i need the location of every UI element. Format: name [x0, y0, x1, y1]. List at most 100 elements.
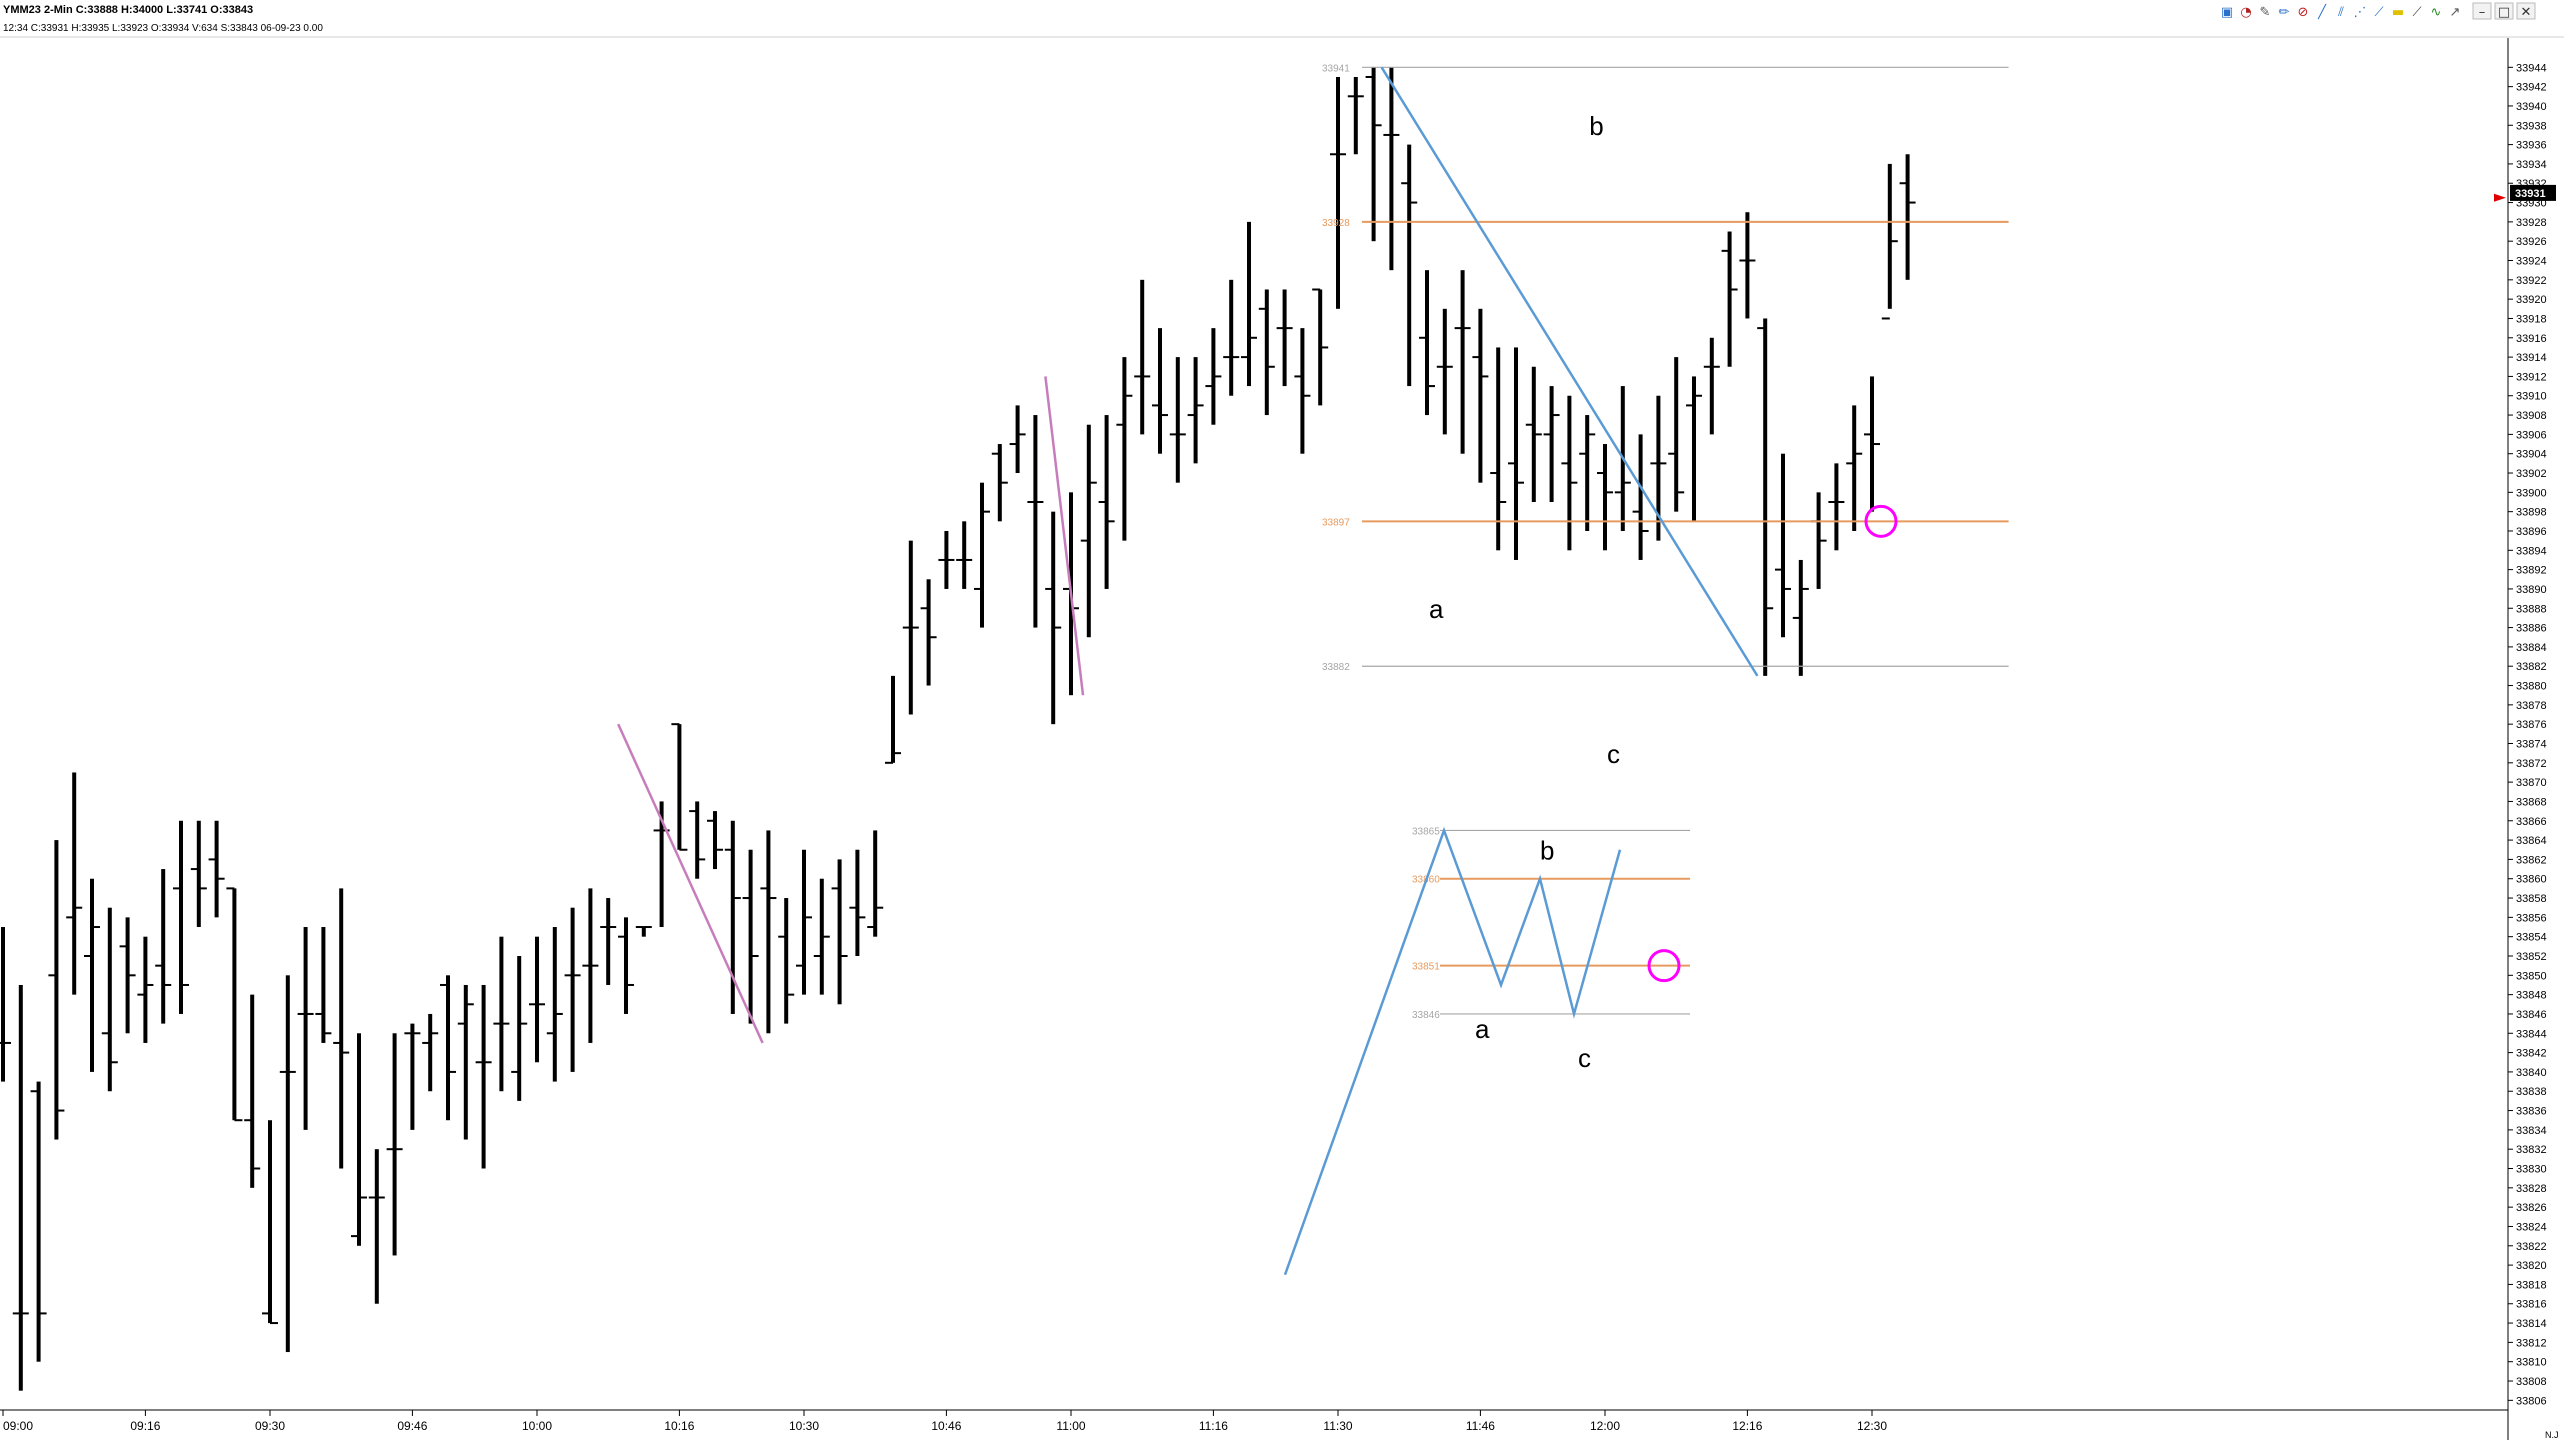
- window-button-frame: [2516, 2, 2536, 20]
- toolbar-pencil-icon[interactable]: ✏: [2279, 5, 2290, 20]
- ohlc-bar: [1152, 328, 1168, 454]
- bar-range: [1905, 154, 1910, 280]
- schematic-label-b: b: [1540, 835, 1554, 865]
- ohlc-bar: [1312, 288, 1329, 406]
- ohlc-bar: [671, 723, 688, 851]
- bar-range: [72, 772, 77, 995]
- toolbar-zigzag-icon[interactable]: ∿: [2431, 5, 2442, 20]
- bar-range: [891, 675, 895, 763]
- bar-range: [1496, 347, 1501, 551]
- arrow-icon[interactable]: ↗: [2450, 5, 2461, 20]
- ohlc-bar: [1223, 279, 1240, 396]
- bar-range: [1727, 231, 1732, 367]
- ohlc-bar: [386, 1033, 403, 1256]
- ohlc-bar: [351, 1033, 367, 1246]
- window-button-frame: [2472, 2, 2492, 20]
- data-series-icon[interactable]: ▣: [2221, 5, 2233, 20]
- y-tick-label: 33904: [2516, 449, 2547, 461]
- y-tick-label: 33816: [2516, 1299, 2547, 1311]
- ohlc-bar: [12, 984, 29, 1391]
- ohlc-bar: [457, 984, 474, 1140]
- bar-range: [535, 936, 539, 1063]
- maximize-icon[interactable]: □: [2498, 5, 2510, 20]
- ohlc-bar: [1597, 444, 1613, 551]
- schematic-label-a: a: [1475, 1014, 1490, 1044]
- marker-icon[interactable]: ▬: [2392, 5, 2404, 20]
- y-tick-label: 33924: [2516, 256, 2547, 268]
- y-tick-label: 33926: [2516, 236, 2547, 248]
- ohlc-bar: [1009, 405, 1026, 474]
- fan-tool-icon[interactable]: ⋰: [2354, 5, 2367, 20]
- zigzag-icon[interactable]: ∿: [2431, 5, 2442, 20]
- toolbar-maximize-icon[interactable]: □: [2494, 2, 2514, 20]
- toolbar-line-tool-icon[interactable]: ╱: [2317, 3, 2327, 20]
- y-tick-label: 33896: [2516, 526, 2547, 538]
- y-tick-label: 33824: [2516, 1221, 2547, 1233]
- ohlc-bar: [1579, 415, 1596, 531]
- level-label: 33897: [1322, 517, 1350, 528]
- y-tick-label: 33838: [2516, 1086, 2547, 1098]
- pencil-icon[interactable]: ✏: [2279, 5, 2290, 20]
- y-tick-label: 33914: [2516, 352, 2547, 364]
- toolbar-abc-pattern-icon[interactable]: ⟋: [2412, 5, 2422, 20]
- toolbar-minimize-icon[interactable]: –: [2472, 2, 2492, 20]
- bar-range: [1264, 289, 1269, 416]
- no-entry-icon[interactable]: ⊘: [2298, 5, 2309, 20]
- toolbar-marker-icon[interactable]: ▬: [2392, 5, 2404, 20]
- close-icon[interactable]: ✕: [2521, 5, 2532, 20]
- x-tick-label: 10:30: [789, 1419, 819, 1433]
- properties-icon[interactable]: ✎: [2260, 5, 2271, 20]
- bar-range: [499, 936, 504, 1092]
- ohlc-bar: [493, 936, 510, 1092]
- annotation-b: b: [1589, 111, 1603, 141]
- y-tick-label: 33864: [2516, 835, 2547, 847]
- ohlc-bar: [1508, 347, 1524, 560]
- ohlc-bar: [778, 898, 795, 1024]
- toolbar-properties-icon[interactable]: ✎: [2260, 5, 2271, 20]
- line-tool-icon[interactable]: ╱: [2317, 3, 2327, 20]
- toolbar[interactable]: ▣ ◔ ✎ ✏ ⊘ ╱ ⫽ ⋰ ⟋ ▬ ⟋ ∿ ↗ – □ ✕: [2221, 2, 2536, 20]
- bar-range: [766, 830, 771, 1034]
- bar-range: [410, 1023, 415, 1130]
- clock-icon[interactable]: ◔: [2240, 5, 2251, 20]
- x-tick-label: 12:00: [1590, 1419, 1620, 1433]
- toolbar-ray-tool-icon[interactable]: ⟋: [2374, 5, 2384, 20]
- channel-tool-icon[interactable]: ⫽: [2337, 5, 2344, 20]
- window-button-frame: [2494, 2, 2514, 20]
- bar-range: [695, 801, 700, 879]
- bar-range: [1763, 318, 1768, 676]
- minimize-icon[interactable]: –: [2479, 5, 2486, 20]
- y-tick-label: 33842: [2516, 1048, 2547, 1060]
- toolbar-close-icon[interactable]: ✕: [2516, 2, 2536, 20]
- ohlc-bar: [511, 956, 528, 1101]
- toolbar-data-series-icon[interactable]: ▣: [2221, 5, 2233, 20]
- ohlc-bar: [938, 530, 955, 589]
- ohlc-bar: [1205, 328, 1222, 425]
- bar-range: [1033, 415, 1038, 628]
- ohlc-bar: [1365, 67, 1382, 242]
- toolbar-fan-tool-icon[interactable]: ⋰: [2354, 5, 2367, 20]
- toolbar-channel-tool-icon[interactable]: ⫽: [2337, 5, 2344, 20]
- bar-range: [1, 927, 5, 1082]
- y-tick-label: 33872: [2516, 758, 2547, 770]
- bar-range: [1781, 453, 1785, 638]
- y-tick-label: 33940: [2516, 101, 2547, 113]
- abc-pattern-icon[interactable]: ⟋: [2412, 5, 2422, 20]
- ohlc-bar: [529, 936, 545, 1063]
- bar-range: [303, 927, 308, 1130]
- toolbar-no-entry-icon[interactable]: ⊘: [2298, 5, 2309, 20]
- bar-range: [1389, 67, 1394, 271]
- ohlc-bar: [1828, 463, 1845, 551]
- bar-range: [926, 579, 931, 686]
- y-tick-label: 33890: [2516, 584, 2547, 596]
- toolbar-arrow-icon[interactable]: ↗: [2450, 5, 2461, 20]
- ohlc-bar: [689, 801, 706, 879]
- toolbar-clock-icon[interactable]: ◔: [2240, 5, 2251, 20]
- bar-range: [1371, 67, 1376, 242]
- bar-range: [552, 927, 557, 1082]
- ray-tool-icon[interactable]: ⟋: [2374, 5, 2384, 20]
- bar-range: [481, 984, 486, 1169]
- bar-range: [1140, 279, 1145, 435]
